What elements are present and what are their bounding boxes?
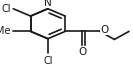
Text: N: N: [44, 0, 52, 8]
Text: O: O: [78, 47, 87, 57]
Text: Cl: Cl: [1, 4, 11, 14]
Text: Me: Me: [0, 26, 11, 36]
Text: Cl: Cl: [43, 56, 53, 66]
Text: O: O: [100, 25, 109, 35]
